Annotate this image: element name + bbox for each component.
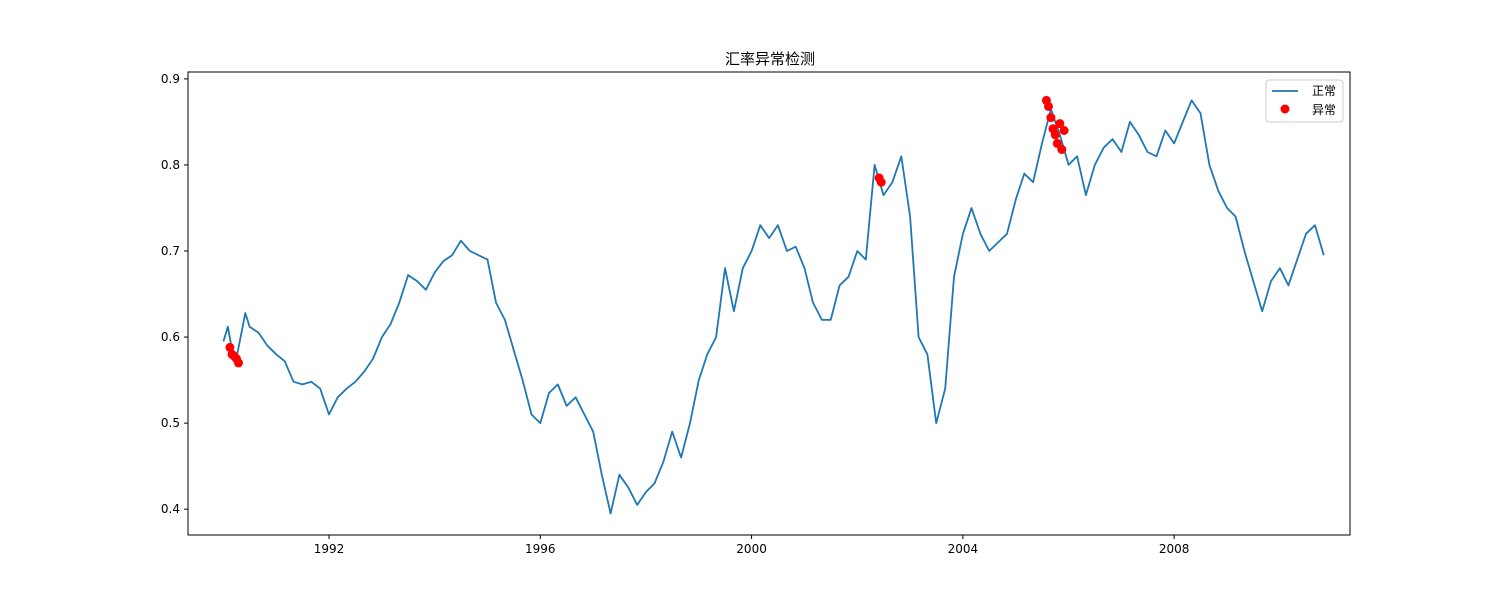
x-tick-label: 2008 [1159,542,1190,556]
x-tick-label: 1996 [525,542,556,556]
series-line-normal [222,99,1325,515]
legend-label-normal: 正常 [1312,84,1336,98]
anomaly-point [225,342,235,352]
legend: 正常 异常 [1265,79,1344,123]
x-tick-label: 1992 [314,542,345,556]
chart-title: 汇率异常检测 [725,50,815,68]
x-tick-label: 2004 [948,542,979,556]
x-tick-label: 2000 [736,542,767,556]
legend-dot-marker [1280,104,1290,114]
anomaly-point [1050,130,1060,140]
anomaly-point [234,358,243,368]
y-tick-label: 0.8 [161,158,180,172]
anomaly-point [1059,126,1069,135]
anomaly-point [1055,119,1065,129]
y-tick-label: 0.4 [161,502,180,516]
y-tick-label: 0.6 [161,330,180,344]
y-tick-label: 0.7 [161,244,180,258]
anomaly-point [876,177,886,187]
anomaly-point [1057,145,1067,154]
y-axis: 0.4 0.5 0.6 0.7 0.8 0.9 [161,72,188,516]
plot-frame [187,71,1351,536]
plot-area [222,95,1325,515]
y-tick-label: 0.9 [161,72,180,86]
x-axis: 1992 1996 2000 2004 2008 [314,535,1190,556]
legend-label-anomaly: 异常 [1312,103,1336,117]
anomaly-point [1046,113,1056,123]
y-tick-label: 0.5 [161,416,180,430]
anomaly-point [1044,101,1053,111]
